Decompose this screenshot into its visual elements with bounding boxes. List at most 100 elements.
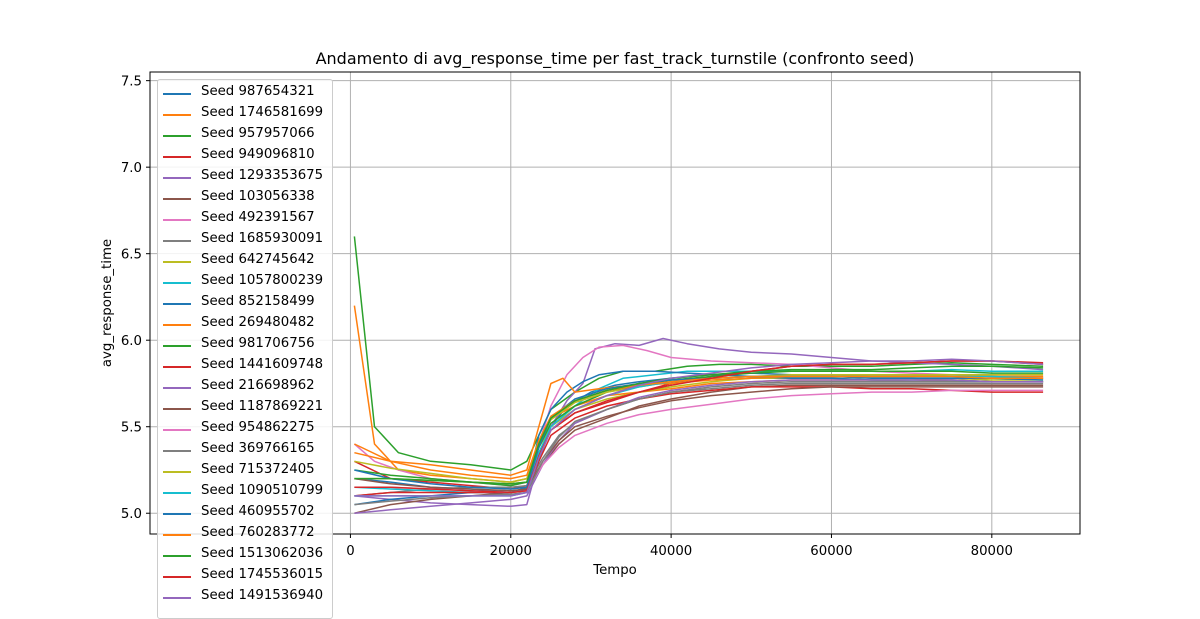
legend-item: Seed 715372405 <box>158 461 334 482</box>
legend-item: Seed 1513062036 <box>158 545 334 566</box>
legend-swatch <box>163 513 191 515</box>
legend-swatch <box>163 93 191 95</box>
legend-swatch <box>163 135 191 137</box>
plot-frame <box>149 71 1081 535</box>
legend-swatch <box>163 261 191 263</box>
legend-swatch <box>163 429 191 431</box>
legend-label: Seed 369766165 <box>201 441 315 456</box>
legend-label: Seed 1685930091 <box>201 231 324 246</box>
x-tick-label: 0 <box>346 544 354 559</box>
legend-item: Seed 103056338 <box>158 188 334 209</box>
y-tick-label: 6.0 <box>121 334 142 349</box>
legend-item: Seed 852158499 <box>158 293 334 314</box>
legend-label: Seed 1090510799 <box>201 483 324 498</box>
legend-swatch <box>163 177 191 179</box>
legend-label: Seed 642745642 <box>201 252 315 267</box>
legend-item: Seed 642745642 <box>158 251 334 272</box>
legend-label: Seed 492391567 <box>201 210 315 225</box>
legend-item: Seed 949096810 <box>158 146 334 167</box>
legend-swatch <box>163 408 191 410</box>
legend-label: Seed 1187869221 <box>201 399 324 414</box>
series-line <box>354 386 1044 492</box>
legend-item: Seed 1745536015 <box>158 566 334 587</box>
legend-swatch <box>163 324 191 326</box>
legend-label: Seed 1293353675 <box>201 168 324 183</box>
legend-item: Seed 460955702 <box>158 503 334 524</box>
legend-label: Seed 1746581699 <box>201 105 324 120</box>
legend-item: Seed 369766165 <box>158 440 334 461</box>
legend: Seed 987654321 Seed 1746581699 Seed 957957… <box>157 79 333 619</box>
legend-swatch <box>163 492 191 494</box>
legend-label: Seed 949096810 <box>201 147 315 162</box>
legend-label: Seed 216698962 <box>201 378 315 393</box>
series-line <box>354 360 1044 494</box>
legend-swatch <box>163 345 191 347</box>
legend-label: Seed 954862275 <box>201 420 315 435</box>
y-tick-label: 7.5 <box>121 75 142 90</box>
line-chart: Andamento di avg_response_time per fast_… <box>100 49 1081 578</box>
legend-item: Seed 981706756 <box>158 335 334 356</box>
legend-swatch <box>163 156 191 158</box>
x-tick-label: 40000 <box>650 544 692 559</box>
legend-label: Seed 987654321 <box>201 84 315 99</box>
legend-item: Seed 954862275 <box>158 419 334 440</box>
legend-swatch <box>163 576 191 578</box>
legend-item: Seed 1090510799 <box>158 482 334 503</box>
series-line <box>354 380 1044 497</box>
x-axis-label: Tempo <box>592 563 637 578</box>
legend-item: Seed 1685930091 <box>158 230 334 251</box>
series-line <box>354 386 1044 497</box>
legend-item: Seed 760283772 <box>158 524 334 545</box>
legend-swatch <box>163 303 191 305</box>
legend-swatch <box>163 471 191 473</box>
legend-swatch <box>163 198 191 200</box>
series-line <box>354 375 1044 490</box>
legend-label: Seed 1441609748 <box>201 357 324 372</box>
series-line <box>354 365 1044 485</box>
legend-item: Seed 1187869221 <box>158 398 334 419</box>
legend-label: Seed 103056338 <box>201 189 315 204</box>
y-tick-label: 5.0 <box>121 507 142 522</box>
legend-item: Seed 269480482 <box>158 314 334 335</box>
series-layer <box>353 236 1044 514</box>
legend-swatch <box>163 597 191 599</box>
series-line <box>353 236 1044 471</box>
series-line <box>354 358 1044 497</box>
legend-label: Seed 460955702 <box>201 504 315 519</box>
x-tick-label: 60000 <box>810 544 852 559</box>
y-axis-ticks: 5.0 5.5 6.0 6.5 7.0 7.5 <box>121 75 150 522</box>
legend-label: Seed 1491536940 <box>201 588 324 603</box>
legend-label: Seed 1057800239 <box>201 273 324 288</box>
legend-swatch <box>163 114 191 116</box>
legend-label: Seed 715372405 <box>201 462 315 477</box>
legend-item: Seed 1746581699 <box>158 104 334 125</box>
y-tick-label: 6.5 <box>121 248 142 263</box>
y-axis-label: avg_response_time <box>100 239 115 367</box>
legend-swatch <box>163 219 191 221</box>
legend-label: Seed 957957066 <box>201 126 315 141</box>
legend-label: Seed 1745536015 <box>201 567 324 582</box>
legend-item: Seed 216698962 <box>158 377 334 398</box>
y-tick-label: 5.5 <box>121 421 142 436</box>
legend-item: Seed 1057800239 <box>158 272 334 293</box>
legend-label: Seed 981706756 <box>201 336 315 351</box>
series-line <box>353 305 1044 483</box>
legend-label: Seed 852158499 <box>201 294 315 309</box>
legend-swatch <box>163 450 191 452</box>
legend-item: Seed 957957066 <box>158 125 334 146</box>
legend-item: Seed 1441609748 <box>158 356 334 377</box>
legend-swatch <box>163 240 191 242</box>
legend-item: Seed 987654321 <box>158 83 334 104</box>
legend-label: Seed 269480482 <box>201 315 315 330</box>
y-tick-label: 7.0 <box>121 161 142 176</box>
legend-swatch <box>163 534 191 536</box>
legend-swatch <box>163 555 191 557</box>
legend-item: Seed 1491536940 <box>158 587 334 608</box>
x-tick-label: 20000 <box>490 544 532 559</box>
x-tick-label: 80000 <box>971 544 1013 559</box>
chart-title: Andamento di avg_response_time per fast_… <box>316 49 915 69</box>
legend-swatch <box>163 387 191 389</box>
x-axis-ticks: 0 20000 40000 60000 80000 <box>346 534 1013 559</box>
legend-item: Seed 492391567 <box>158 209 334 230</box>
legend-swatch <box>163 366 191 368</box>
